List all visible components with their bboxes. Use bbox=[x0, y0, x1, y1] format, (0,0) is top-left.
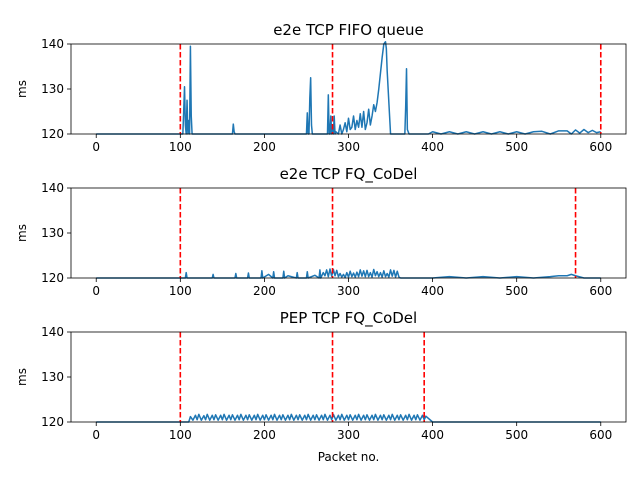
x-tick-label: 0 bbox=[92, 140, 100, 154]
y-tick-label: 140 bbox=[41, 181, 64, 195]
y-axis-label: ms bbox=[15, 368, 29, 386]
x-tick-label: 600 bbox=[589, 428, 612, 442]
x-tick-label: 500 bbox=[505, 140, 528, 154]
x-tick-label: 0 bbox=[92, 428, 100, 442]
x-tick-label: 500 bbox=[505, 284, 528, 298]
x-tick-label: 300 bbox=[337, 140, 360, 154]
y-axis-label: ms bbox=[15, 80, 29, 98]
x-tick-label: 200 bbox=[253, 428, 276, 442]
axes-frame bbox=[70, 187, 627, 279]
subplot-3: 0 100 200 300 400 500 600 120 130 140 PEP TCP FQ_C… bbox=[15, 309, 627, 464]
x-tick-label: 200 bbox=[253, 140, 276, 154]
x-tick-label: 600 bbox=[589, 284, 612, 298]
y-tick-label: 130 bbox=[41, 226, 64, 240]
x-tick-label: 400 bbox=[421, 284, 444, 298]
x-tick-label: 400 bbox=[421, 428, 444, 442]
x-tick-label: 100 bbox=[169, 428, 192, 442]
x-axis-label: Packet no. bbox=[318, 450, 380, 464]
x-tick-label: 100 bbox=[169, 284, 192, 298]
y-tick-label: 140 bbox=[41, 325, 64, 339]
series-line-1 bbox=[96, 413, 601, 423]
x-tick-label: 200 bbox=[253, 284, 276, 298]
x-tick-label: 600 bbox=[589, 140, 612, 154]
y-axis-label: ms bbox=[15, 224, 29, 242]
chart-title: e2e TCP FIFO queue bbox=[273, 21, 424, 39]
y-tick-label: 120 bbox=[41, 127, 64, 141]
x-tick-label: 0 bbox=[92, 284, 100, 298]
y-tick-label: 120 bbox=[41, 415, 64, 429]
x-tick-label: 100 bbox=[169, 140, 192, 154]
x-tick-label: 300 bbox=[337, 428, 360, 442]
subplot-2: 0 100 200 300 400 500 600 120 130 140 e2e TCP FQ_C… bbox=[15, 165, 627, 298]
y-tick-label: 120 bbox=[41, 271, 64, 285]
y-tick-label: 130 bbox=[41, 82, 64, 96]
x-tick-label: 400 bbox=[421, 140, 444, 154]
chart-title: PEP TCP FQ_CoDel bbox=[280, 309, 417, 328]
series-line-1 bbox=[96, 41, 601, 135]
y-tick-label: 140 bbox=[41, 37, 64, 51]
subplot-1: 0 100 200 300 400 500 600 120 130 140 e2e TCP FIFO… bbox=[15, 21, 627, 154]
x-tick-label: 300 bbox=[337, 284, 360, 298]
axes-frame bbox=[70, 331, 627, 423]
chart-title: e2e TCP FQ_CoDel bbox=[280, 165, 418, 184]
series-line-1 bbox=[96, 268, 601, 279]
x-tick-label: 500 bbox=[505, 428, 528, 442]
y-tick-label: 130 bbox=[41, 370, 64, 384]
